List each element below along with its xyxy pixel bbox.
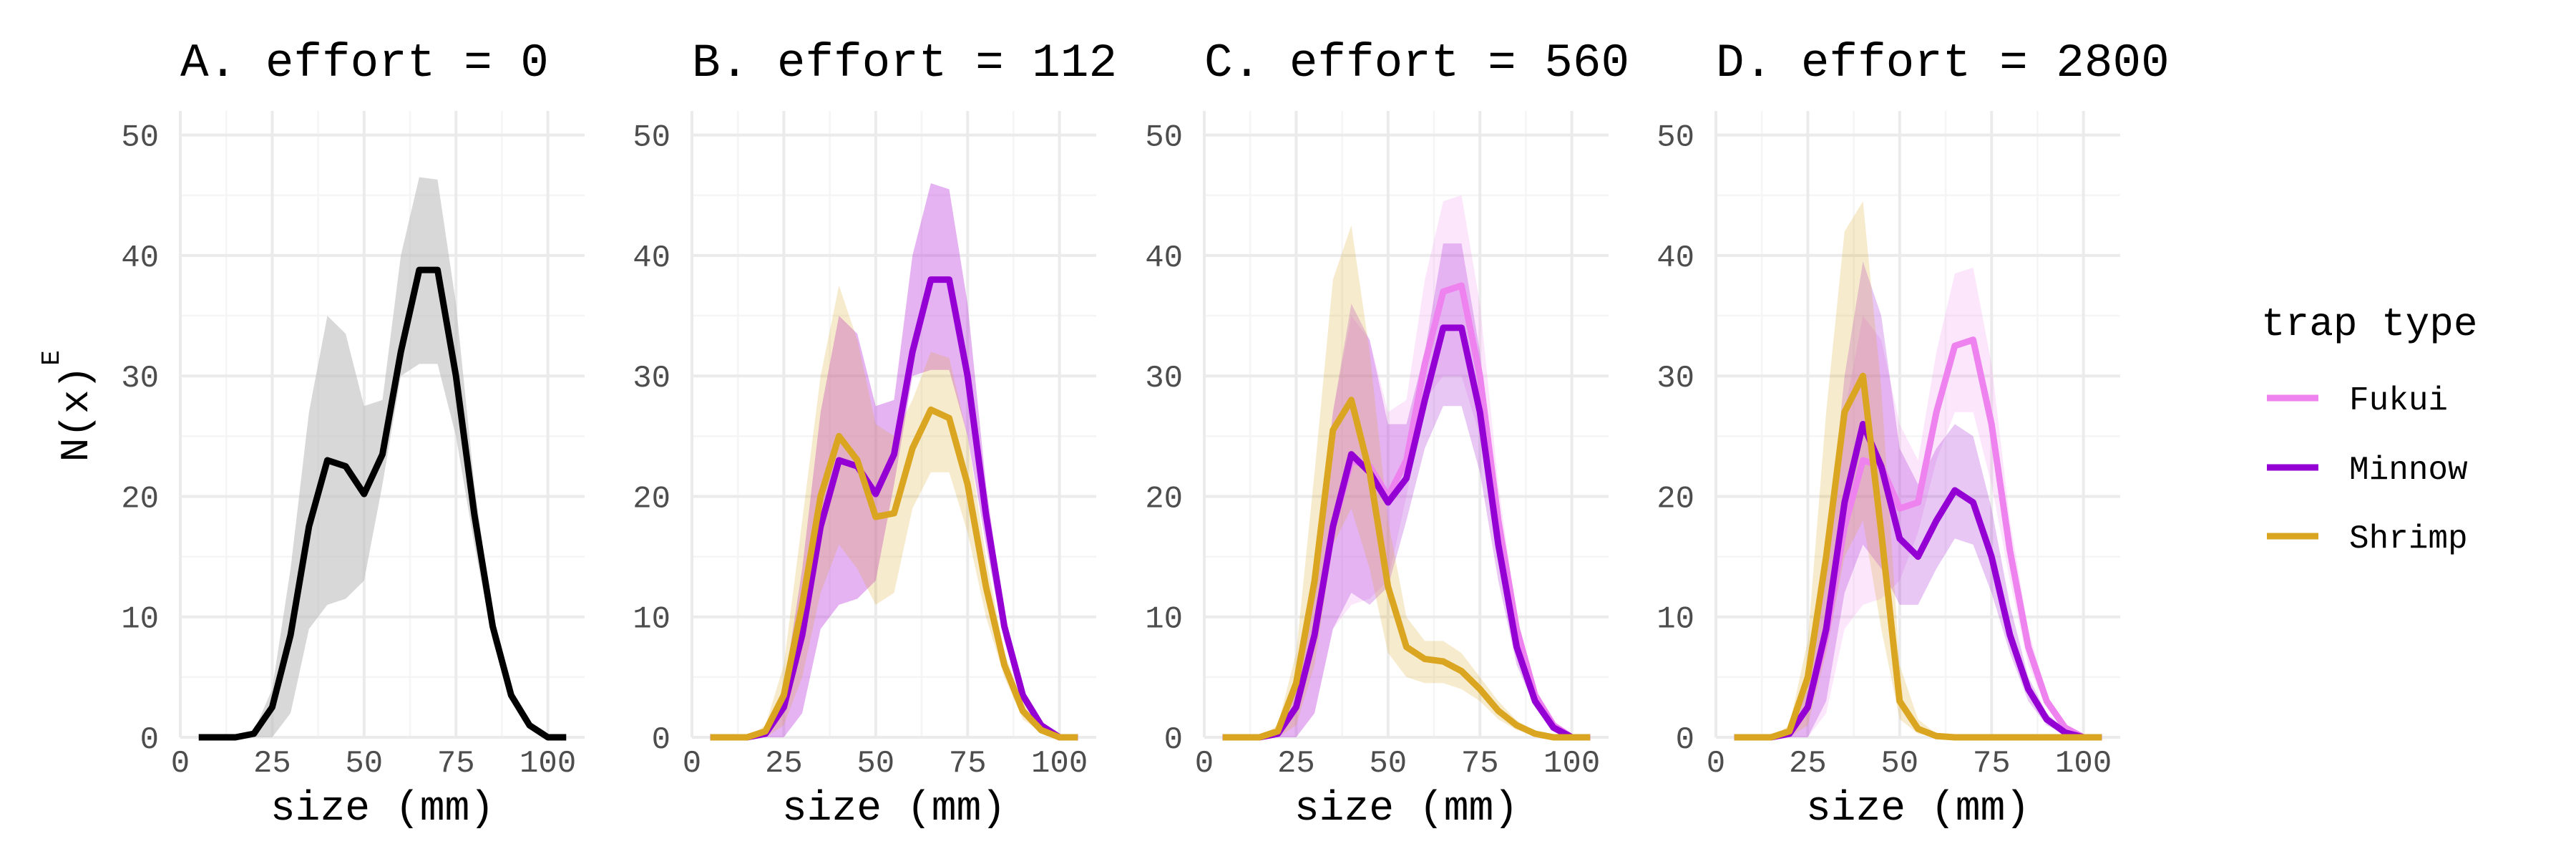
series-line-shrimp: [1222, 397, 1591, 741]
y-tick-label: 0: [652, 722, 670, 758]
series-lines: [198, 266, 567, 741]
x-tick-label: 75: [949, 746, 987, 782]
panel-a: 0 10 20 30 40 50 0 25 50 75 100 A. effort = 0 size (…: [121, 37, 585, 833]
y-tick-label: 40: [1145, 241, 1183, 276]
y-tick-label: 30: [1657, 361, 1694, 397]
ci-band-shrimp: [1222, 225, 1591, 737]
tick-labels: 0 10 20 30 40 50 0 25 50 75 100: [1145, 120, 1600, 782]
y-tick-label: 50: [633, 120, 670, 156]
legend-title: trap type: [2261, 301, 2477, 347]
major-gridlines: [1203, 111, 1609, 739]
x-axis-title: size (mm): [782, 786, 1006, 833]
y-tick-label: 50: [1145, 120, 1183, 156]
y-tick-label: 20: [633, 481, 670, 517]
series-line-minnow: [1734, 421, 2102, 741]
panel-title: D. effort = 2800: [1716, 37, 2170, 90]
y-tick-label: 0: [1676, 722, 1694, 758]
x-tick-label: 0: [683, 746, 701, 782]
y-axis-title-superscript: E: [37, 350, 67, 366]
series-lines: [1734, 336, 2102, 741]
x-tick-label: 0: [1707, 746, 1725, 782]
legend-item-label: Minnow: [2349, 452, 2468, 489]
x-tick-label: 25: [253, 746, 291, 782]
x-tick-label: 50: [1880, 746, 1918, 782]
panel-title: C. effort = 560: [1204, 37, 1629, 90]
legend-item-label: Shrimp: [2349, 520, 2468, 558]
y-tick-label: 30: [1145, 361, 1183, 397]
x-tick-label: 50: [857, 746, 894, 782]
legend-item-fukui: Fukui: [2267, 382, 2448, 419]
x-tick-label: 50: [345, 746, 383, 782]
x-tick-label: 100: [1031, 746, 1088, 782]
y-tick-label: 20: [121, 481, 159, 517]
y-tick-label: 30: [633, 361, 670, 397]
x-tick-label: 75: [1461, 746, 1499, 782]
x-axis-title: size (mm): [1294, 786, 1518, 833]
legend-item-shrimp: Shrimp: [2267, 520, 2468, 558]
legend: trap type Fukui Minnow Shrimp: [2261, 301, 2477, 558]
panel-c: 0 10 20 30 40 50 0 25 50 75 100 C. effort = 560 size…: [1145, 37, 1629, 833]
legend-items: Fukui Minnow Shrimp: [2267, 382, 2468, 558]
series-line-minnow: [1222, 324, 1591, 741]
x-tick-label: 50: [1369, 746, 1407, 782]
panel-title: A. effort = 0: [180, 37, 549, 90]
minor-gridlines: [1204, 111, 1609, 737]
x-tick-label: 100: [1543, 746, 1600, 782]
y-axis-title: N(x): [54, 366, 99, 462]
x-axis-title: size (mm): [1806, 786, 2030, 833]
series-lines: [710, 276, 1078, 741]
x-axis-title: size (mm): [270, 786, 494, 833]
y-tick-label: 30: [121, 361, 159, 397]
y-axis-title-group: N(x) E: [37, 350, 99, 462]
y-tick-label: 0: [140, 722, 159, 758]
y-tick-label: 10: [121, 602, 159, 638]
x-tick-label: 0: [171, 746, 190, 782]
major-gridlines: [691, 111, 1096, 739]
tick-labels: 0 10 20 30 40 50 0 25 50 75 100: [1657, 120, 2112, 782]
tick-labels: 0 10 20 30 40 50 0 25 50 75 100: [121, 120, 576, 782]
y-tick-label: 40: [633, 241, 670, 276]
ci-band-shrimp: [1734, 201, 2102, 737]
ci-ribbons: [1734, 201, 2102, 737]
y-tick-label: 50: [121, 120, 159, 156]
y-tick-label: 20: [1657, 481, 1694, 517]
x-tick-label: 0: [1195, 746, 1214, 782]
series-line-effort0: [198, 266, 567, 741]
series-line-shrimp: [1734, 372, 2102, 741]
y-tick-label: 0: [1164, 722, 1183, 758]
panel-b: 0 10 20 30 40 50 0 25 50 75 100 B. effort = 112 size…: [633, 37, 1117, 833]
series-line-shrimp: [710, 406, 1078, 741]
x-tick-label: 75: [1973, 746, 2011, 782]
x-tick-label: 25: [1789, 746, 1827, 782]
x-tick-label: 100: [519, 746, 576, 782]
x-tick-label: 75: [437, 746, 475, 782]
tick-labels: 0 10 20 30 40 50 0 25 50 75 100: [633, 120, 1088, 782]
y-tick-label: 10: [1145, 602, 1183, 638]
x-tick-label: 25: [765, 746, 803, 782]
legend-item-minnow: Minnow: [2267, 452, 2468, 489]
y-tick-label: 20: [1145, 481, 1183, 517]
series-lines: [1222, 282, 1591, 741]
minor-gridlines: [1716, 111, 2120, 737]
panel-title: B. effort = 112: [692, 37, 1117, 90]
major-gridlines: [1714, 111, 2120, 739]
x-tick-label: 25: [1277, 746, 1315, 782]
x-tick-label: 100: [2055, 746, 2112, 782]
legend-item-label: Fukui: [2349, 382, 2448, 419]
y-tick-label: 50: [1657, 120, 1694, 156]
panel-d: 0 10 20 30 40 50 0 25 50 75 100 D. effort = 2800 siz…: [1657, 37, 2170, 833]
y-tick-label: 10: [633, 602, 670, 638]
ci-band-minnow: [1222, 243, 1591, 738]
y-tick-label: 40: [1657, 241, 1694, 276]
y-tick-label: 40: [121, 241, 159, 276]
y-tick-label: 10: [1657, 602, 1694, 638]
